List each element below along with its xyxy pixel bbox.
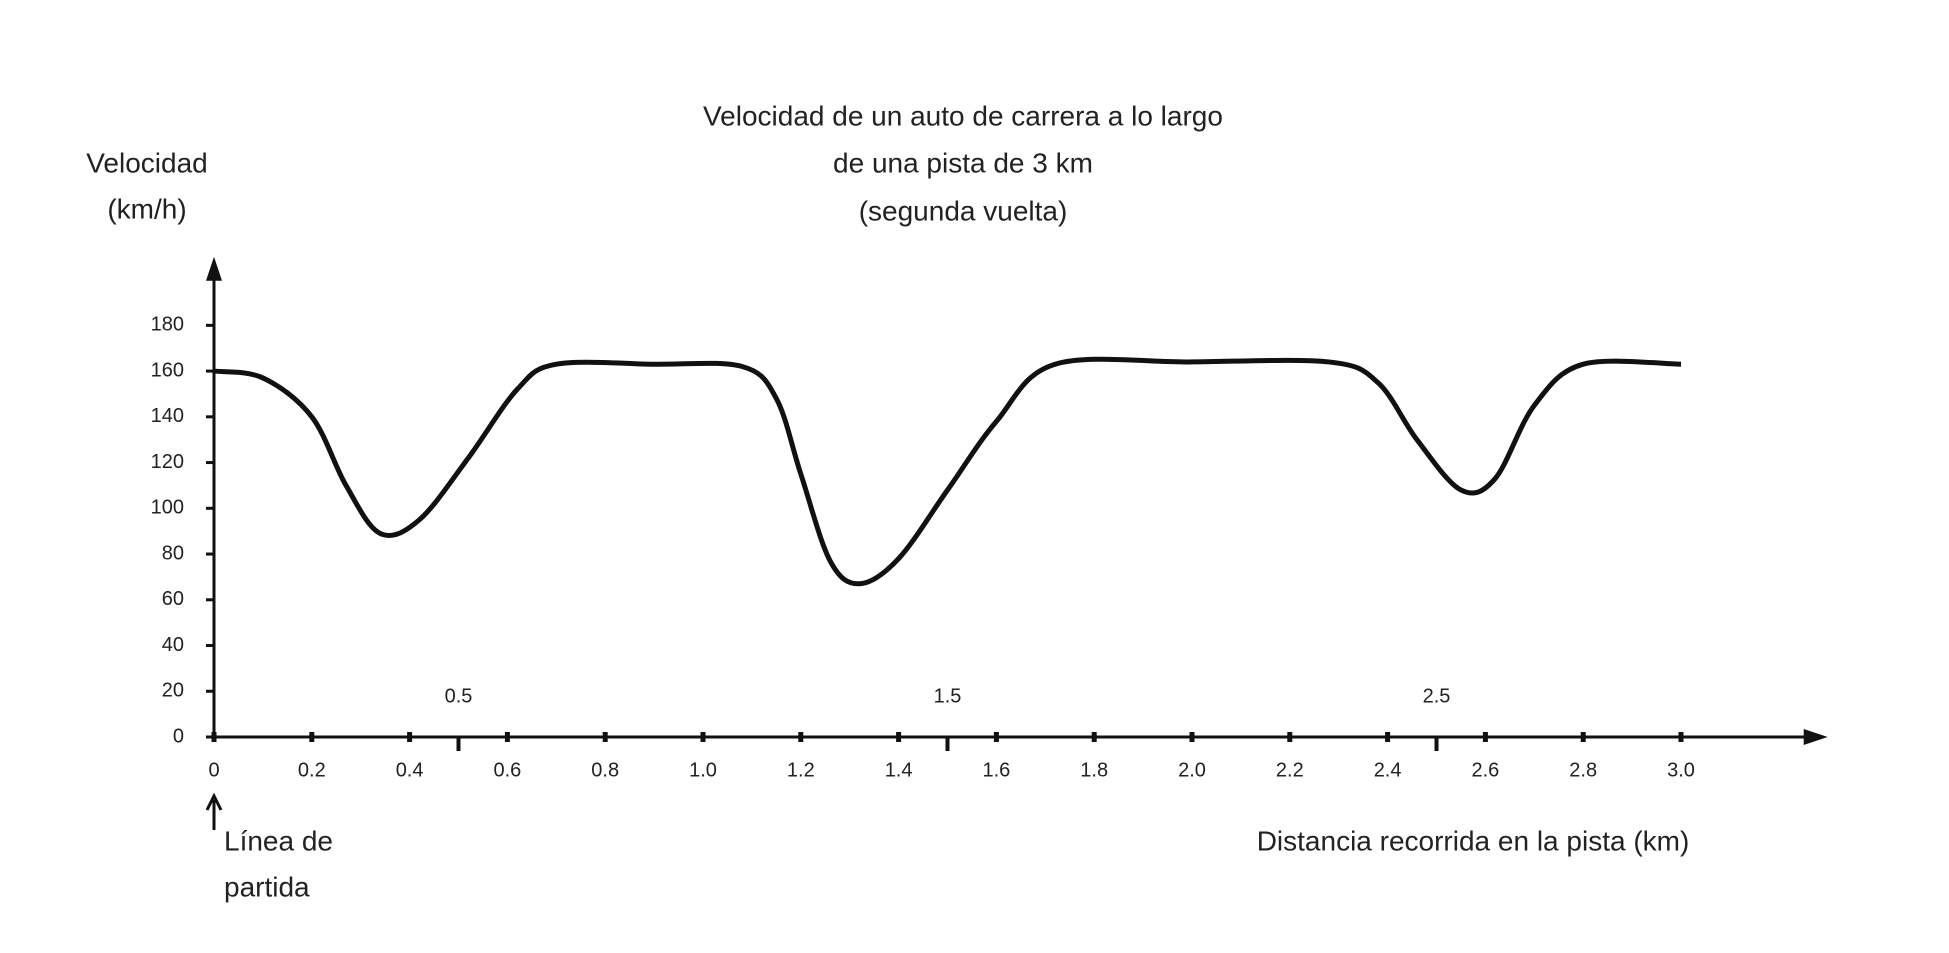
- start-label: partida: [224, 871, 310, 902]
- x-tick-label: 2.6: [1471, 759, 1499, 781]
- x-tick-label: 0.8: [591, 759, 619, 781]
- x-axis-label: Distancia recorrida en la pista (km): [1257, 825, 1690, 856]
- x-tick-label: 0: [208, 759, 219, 781]
- x-tick-label: 0.2: [298, 759, 326, 781]
- chart-title: (segunda vuelta): [859, 195, 1068, 226]
- x-tick-label: 1.0: [689, 759, 717, 781]
- secondary-x-tick-label: 2.5: [1423, 685, 1451, 707]
- y-tick-label: 40: [162, 634, 184, 656]
- x-tick-label: 1.2: [787, 759, 815, 781]
- x-tick-label: 0.4: [396, 759, 424, 781]
- secondary-x-tick-label: 1.5: [934, 685, 962, 707]
- x-tick-label: 2.4: [1374, 759, 1402, 781]
- y-axis-arrow: [206, 256, 222, 281]
- y-axis-label: (km/h): [107, 193, 186, 224]
- start-arrow: [205, 792, 223, 830]
- y-tick-label: 20: [162, 680, 184, 702]
- chart-title: de una pista de 3 km: [833, 147, 1093, 178]
- x-tick-label: 1.4: [885, 759, 913, 781]
- x-tick-label: 2.8: [1569, 759, 1597, 781]
- x-axis-arrow: [1803, 729, 1828, 745]
- x-tick-label: 1.6: [982, 759, 1010, 781]
- y-tick-label: 0: [173, 725, 184, 747]
- speed-line: [213, 356, 1682, 587]
- y-tick-label: 60: [162, 588, 184, 610]
- x-tick-label: 0.6: [493, 759, 521, 781]
- y-tick-label: 160: [151, 359, 184, 381]
- y-tick-label: 140: [151, 405, 184, 427]
- x-tick-label: 2.0: [1178, 759, 1206, 781]
- x-tick-label: 3.0: [1667, 759, 1695, 781]
- y-tick-label: 180: [151, 314, 184, 336]
- y-tick-label: 80: [162, 542, 184, 564]
- secondary-x-tick-label: 0.5: [445, 685, 473, 707]
- x-tick-label: 1.8: [1080, 759, 1108, 781]
- y-axis-label: Velocidad: [86, 147, 207, 178]
- y-tick-label: 120: [151, 451, 184, 473]
- start-label: Línea de: [224, 825, 333, 856]
- chart-title: Velocidad de un auto de carrera a lo lar…: [703, 100, 1223, 131]
- y-tick-label: 100: [151, 497, 184, 519]
- x-tick-label: 2.2: [1276, 759, 1304, 781]
